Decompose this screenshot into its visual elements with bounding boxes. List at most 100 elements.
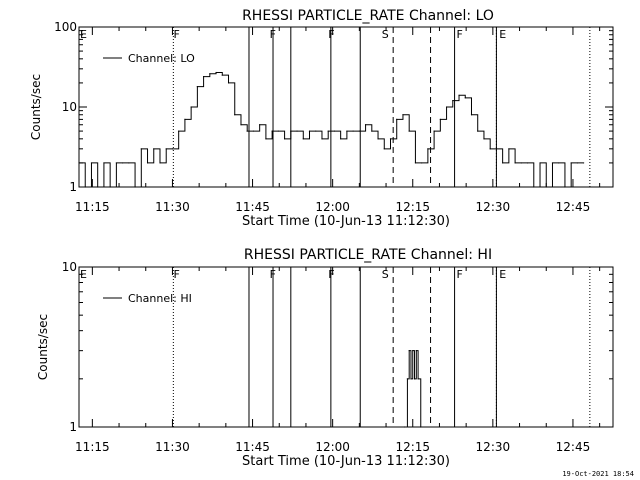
data-point — [564, 186, 566, 188]
data-point — [427, 148, 429, 150]
data-point — [178, 130, 180, 132]
data-point — [103, 162, 105, 164]
data-point — [389, 138, 392, 140]
chart-lo-channel: RHESSI PARTICLE_RATE Channel: LO 11:15 11:… — [29, 8, 614, 229]
data-point — [364, 124, 367, 126]
data-point — [184, 118, 186, 120]
data-point — [558, 162, 560, 164]
data-point — [464, 97, 466, 99]
data-point — [215, 71, 217, 74]
data-point — [413, 378, 416, 380]
x-tick-label: 12:45 — [556, 200, 591, 214]
y-tick-label: 100 — [54, 20, 77, 34]
data-point — [234, 114, 236, 116]
data-point — [159, 162, 161, 164]
flag-letter: F — [456, 28, 462, 41]
flag-letter: F — [328, 28, 334, 41]
data-point — [452, 100, 454, 102]
x-tick-label: 12:45 — [556, 440, 591, 454]
data-point — [477, 130, 479, 132]
x-axis-label: Start Time (10-Jun-13 11:12:30) — [242, 214, 450, 229]
data-point — [90, 162, 93, 164]
data-point — [153, 148, 155, 150]
y-axis-label: Counts/sec — [36, 314, 50, 380]
data-point — [495, 148, 498, 150]
data-point — [84, 186, 86, 188]
data-point — [252, 130, 255, 132]
data-point — [412, 350, 414, 352]
data-point — [196, 85, 198, 88]
data-point — [410, 378, 412, 380]
flag-letter: E — [80, 28, 87, 41]
x-tick-label: 11:30 — [155, 200, 190, 214]
data-point — [327, 130, 329, 132]
data-point — [514, 162, 516, 164]
x-tick-label: 12:00 — [315, 200, 350, 214]
plot-frame — [78, 266, 614, 428]
data-point — [489, 148, 491, 150]
data-point — [302, 138, 304, 140]
data-point — [140, 148, 142, 150]
x-tick-label: 11:15 — [75, 200, 110, 214]
x-tick-label: 12:30 — [476, 440, 511, 454]
data-point — [97, 186, 99, 188]
data-point — [417, 378, 419, 380]
data-point — [404, 426, 406, 428]
data-point — [283, 138, 286, 140]
y-tick-label: 1 — [69, 420, 77, 434]
x-tick-label: 11:30 — [155, 440, 190, 454]
y-tick-label: 10 — [62, 260, 77, 274]
flag-letter: F — [270, 268, 276, 281]
generation-date: 19-Oct-2021 18:54 — [562, 470, 634, 478]
data-point — [421, 162, 423, 164]
data-point — [315, 130, 317, 132]
data-point — [408, 130, 410, 132]
data-point — [340, 138, 342, 140]
x-tick-label: 12:30 — [476, 200, 511, 214]
data-point — [122, 162, 124, 164]
data-point — [221, 74, 223, 76]
data-point — [321, 138, 323, 140]
data-point — [109, 186, 111, 188]
data-point — [271, 130, 273, 132]
data-point — [290, 130, 292, 132]
data-point — [539, 162, 541, 164]
data-point — [265, 138, 267, 140]
data-point — [377, 138, 379, 140]
x-tick-label: 12:00 — [315, 440, 350, 454]
flag-letter: F — [328, 268, 334, 281]
series-line — [79, 71, 584, 188]
x-axis-label: Start Time (10-Jun-13 11:12:30) — [242, 454, 450, 469]
data-point — [545, 186, 547, 188]
x-tick-label: 11:15 — [75, 440, 110, 454]
legend-label: Channel: HI — [128, 292, 192, 305]
flag-letter: F — [173, 28, 179, 41]
data-point — [433, 130, 435, 132]
data-point — [583, 162, 585, 164]
flag-letter: F — [456, 268, 462, 281]
data-point — [551, 162, 554, 164]
data-point — [165, 148, 167, 150]
data-point — [134, 186, 136, 188]
chart-title: RHESSI PARTICLE_RATE Channel: LO — [242, 8, 494, 24]
data-point — [508, 148, 510, 150]
chart-hi-channel: RHESSI PARTICLE_RATE Channel: HI 11:15 11:… — [36, 247, 614, 469]
data-point — [415, 350, 417, 352]
x-tick-label: 12:15 — [395, 440, 430, 454]
x-tick-label: 12:15 — [395, 200, 430, 214]
y-axis-label: Counts/sec — [29, 74, 43, 140]
data-point — [308, 130, 311, 132]
data-point — [439, 118, 441, 120]
data-point — [402, 114, 404, 116]
data-point — [420, 426, 422, 428]
data-point — [408, 350, 410, 352]
data-point — [383, 148, 385, 150]
chart-title: RHESSI PARTICLE_RATE Channel: HI — [244, 247, 492, 263]
data-point — [414, 162, 417, 164]
data-point — [526, 162, 529, 164]
data-point — [458, 94, 460, 96]
data-point — [203, 75, 205, 78]
data-point — [358, 130, 360, 132]
data-point — [445, 106, 448, 108]
